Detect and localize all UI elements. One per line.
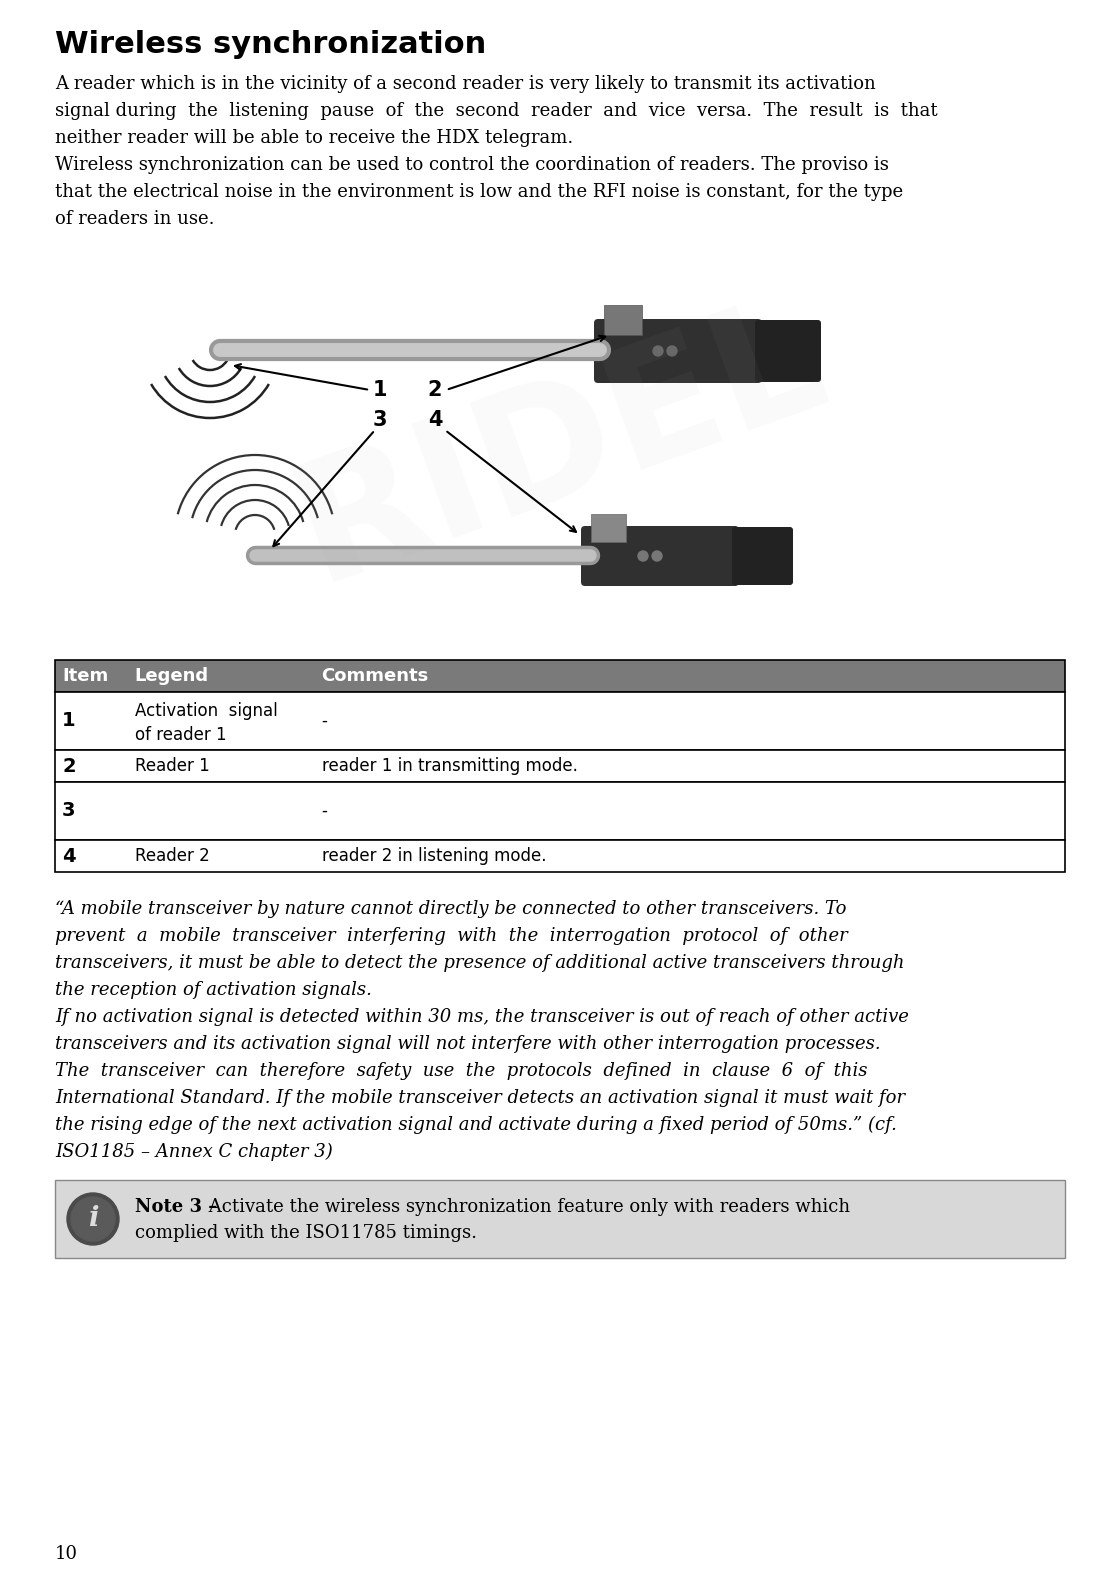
Text: prevent  a  mobile  transceiver  interfering  with  the  interrogation  protocol: prevent a mobile transceiver interfering… — [55, 928, 848, 945]
Circle shape — [71, 1197, 115, 1241]
Text: the reception of activation signals.: the reception of activation signals. — [55, 981, 372, 999]
FancyBboxPatch shape — [581, 526, 739, 586]
Text: 10: 10 — [55, 1545, 78, 1562]
Text: Note 3 –: Note 3 – — [135, 1199, 218, 1216]
Text: Comments: Comments — [321, 666, 429, 685]
Text: Activate the wireless synchronization feature only with readers which: Activate the wireless synchronization fe… — [203, 1199, 850, 1216]
Text: The  transceiver  can  therefore  safety  use  the  protocols  defined  in  clau: The transceiver can therefore safety use… — [55, 1062, 867, 1080]
Text: the rising edge of the next activation signal and activate during a fixed period: the rising edge of the next activation s… — [55, 1117, 897, 1134]
Text: that the electrical noise in the environment is low and the RFI noise is constan: that the electrical noise in the environ… — [55, 183, 903, 202]
Text: ISO1185 – Annex C chapter 3): ISO1185 – Annex C chapter 3) — [55, 1143, 333, 1161]
Circle shape — [638, 551, 648, 561]
Text: transceivers and its activation signal will not interfere with other interrogati: transceivers and its activation signal w… — [55, 1035, 881, 1054]
Text: “A mobile transceiver by nature cannot directly be connected to other transceive: “A mobile transceiver by nature cannot d… — [55, 899, 847, 918]
Bar — [55, 750, 1065, 783]
Text: 1: 1 — [373, 380, 387, 400]
Text: 4: 4 — [427, 410, 442, 430]
Text: 3: 3 — [62, 802, 76, 821]
Text: 2: 2 — [62, 756, 76, 775]
Text: Wireless synchronization: Wireless synchronization — [55, 30, 487, 58]
Text: RIDEL: RIDEL — [275, 274, 846, 616]
Circle shape — [653, 346, 663, 356]
Text: neither reader will be able to receive the HDX telegram.: neither reader will be able to receive t… — [55, 129, 574, 146]
Text: 4: 4 — [62, 846, 76, 866]
Ellipse shape — [734, 531, 762, 583]
FancyBboxPatch shape — [732, 528, 793, 584]
Text: 2: 2 — [427, 380, 442, 400]
Text: signal during  the  listening  pause  of  the  second  reader  and  vice  versa.: signal during the listening pause of the… — [55, 102, 937, 120]
Text: Reader 2: Reader 2 — [135, 847, 210, 865]
Text: Legend: Legend — [135, 666, 209, 685]
Circle shape — [667, 346, 677, 356]
Text: complied with the ISO11785 timings.: complied with the ISO11785 timings. — [135, 1224, 477, 1243]
Text: Reader 1: Reader 1 — [135, 758, 210, 775]
Bar — [55, 1180, 1065, 1258]
Bar — [55, 691, 1065, 750]
Text: 1: 1 — [62, 712, 76, 731]
Text: of readers in use.: of readers in use. — [55, 209, 214, 228]
Text: A reader which is in the vicinity of a second reader is very likely to transmit : A reader which is in the vicinity of a s… — [55, 76, 876, 93]
Text: reader 1 in transmitting mode.: reader 1 in transmitting mode. — [321, 758, 577, 775]
Text: reader 2 in listening mode.: reader 2 in listening mode. — [321, 847, 546, 865]
Circle shape — [67, 1192, 119, 1244]
Ellipse shape — [757, 323, 787, 380]
Text: i: i — [88, 1205, 98, 1233]
Text: 3: 3 — [373, 410, 387, 430]
Text: -: - — [321, 712, 327, 729]
Text: transceivers, it must be able to detect the presence of additional active transc: transceivers, it must be able to detect … — [55, 954, 904, 972]
Bar — [55, 839, 1065, 873]
Text: Wireless synchronization can be used to control the coordination of readers. The: Wireless synchronization can be used to … — [55, 156, 888, 173]
Text: International Standard. If the mobile transceiver detects an activation signal i: International Standard. If the mobile tr… — [55, 1088, 905, 1107]
Text: Activation  signal: Activation signal — [135, 702, 278, 720]
Text: of reader 1: of reader 1 — [135, 726, 227, 743]
Bar — [55, 783, 1065, 839]
Text: Item: Item — [62, 666, 108, 685]
Circle shape — [652, 551, 662, 561]
Bar — [604, 306, 642, 335]
FancyBboxPatch shape — [756, 320, 821, 383]
Text: -: - — [321, 802, 327, 821]
Bar — [591, 513, 626, 542]
FancyBboxPatch shape — [594, 320, 762, 383]
Text: If no activation signal is detected within 30 ms, the transceiver is out of reac: If no activation signal is detected with… — [55, 1008, 908, 1025]
Bar — [55, 660, 1065, 691]
